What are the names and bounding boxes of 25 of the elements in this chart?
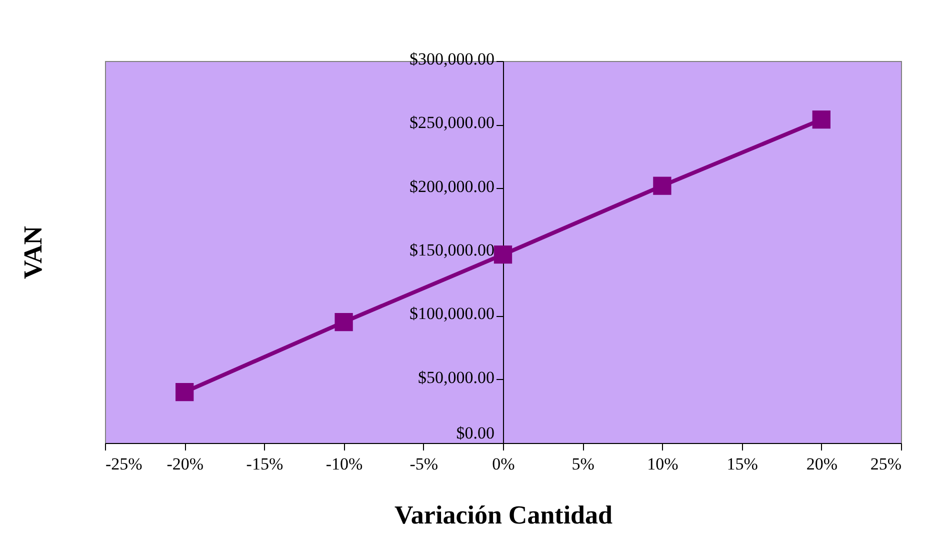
x-tick-label: 20% <box>806 454 838 474</box>
y-tick-label: $250,000.00 <box>410 113 494 132</box>
point <box>653 176 672 195</box>
x-tick-label: -20% <box>166 454 204 474</box>
point <box>334 312 353 332</box>
x-tick-label: -5% <box>410 454 438 474</box>
y-tick-label: $50,000.00 <box>418 368 494 387</box>
x-tick-label: 5% <box>572 454 594 474</box>
x-tick-label: 15% <box>726 454 758 474</box>
x-tick-label: 0% <box>492 454 515 474</box>
y-axis-title: VAN <box>18 226 48 279</box>
point <box>494 245 512 264</box>
y-tick-label: $100,000.00 <box>410 304 494 324</box>
y-tick-label: $0.00 <box>456 424 494 442</box>
point <box>176 382 194 402</box>
x-axis-title: Variación Cantidad <box>394 500 613 530</box>
x-tick-label: -15% <box>246 454 284 474</box>
x-tick-label: -10% <box>326 454 363 474</box>
y-tick-label: $150,000.00 <box>410 240 494 260</box>
x-tick-label: 25% <box>870 454 902 474</box>
point <box>812 110 830 129</box>
y-tick-label: $200,000.00 <box>410 176 494 196</box>
x-tick-label: -25% <box>106 454 142 474</box>
y-tick-label: $300,000.00 <box>410 50 494 68</box>
x-tick-label: 10% <box>647 454 678 474</box>
